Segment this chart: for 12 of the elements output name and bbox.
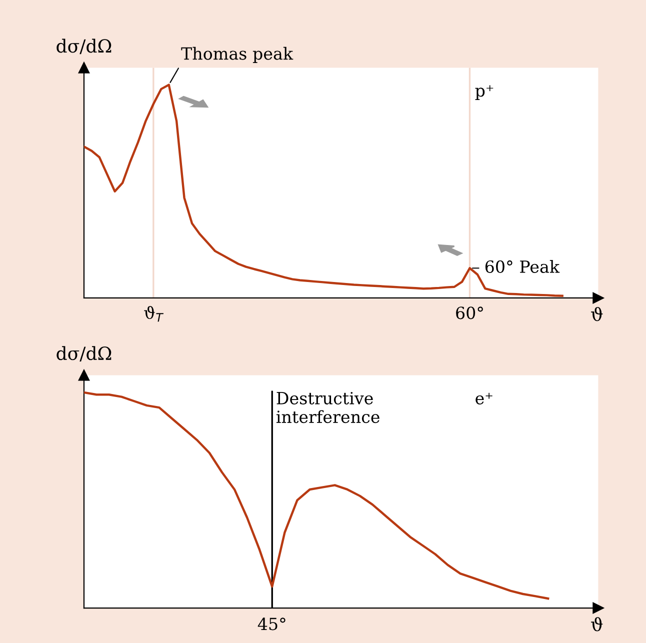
text: Thomas peak xyxy=(181,46,294,64)
y-axis-title: dσ/dΩ xyxy=(56,38,112,54)
x-axis-title: ϑ xyxy=(591,617,603,632)
x-tick-label: 60° xyxy=(456,306,483,320)
annotation: Destructive interference xyxy=(276,392,380,424)
annotation: e⁺ xyxy=(476,392,492,404)
x-tick-label: ϑ$_{T}$ xyxy=(144,306,164,322)
y-axis-title: dσ/dΩ xyxy=(56,346,112,362)
annotation: p⁺ xyxy=(475,85,494,100)
annotation: 60° Peak xyxy=(485,260,560,273)
text: 45° xyxy=(258,618,286,630)
x-axis-title: ϑ xyxy=(591,306,603,322)
